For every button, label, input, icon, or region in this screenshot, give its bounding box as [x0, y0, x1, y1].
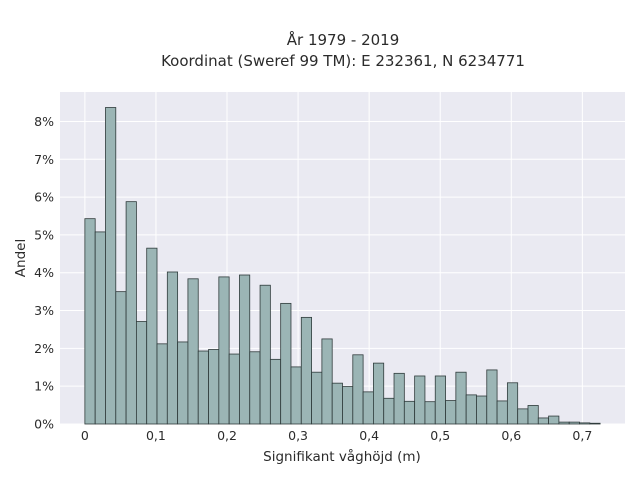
y-tick-label: 4% [34, 265, 54, 280]
histogram-bar [115, 291, 127, 425]
histogram-bar [362, 391, 374, 425]
histogram-bar [486, 369, 498, 425]
x-axis-label: Signifikant våghöjd (m) [263, 448, 421, 465]
histogram-bar [290, 366, 302, 425]
chart-title-line-1: År 1979 - 2019 [287, 30, 400, 49]
histogram-bar [197, 350, 209, 425]
histogram-bar [393, 372, 405, 425]
histogram-bar [269, 358, 282, 425]
y-tick-label: 3% [34, 303, 54, 318]
histogram-bar [166, 271, 179, 425]
histogram-bar [125, 201, 137, 425]
x-tick-label: 0,2 [217, 428, 237, 443]
histogram-bar [218, 276, 230, 425]
x-tick-labels: 0 0,1 0,2 0,3 0,4 0,5 0,6 0,7 [81, 428, 592, 443]
histogram-bar [455, 371, 467, 425]
histogram-bars [84, 107, 601, 425]
histogram-bar [568, 421, 580, 425]
histogram-bar [445, 400, 457, 425]
y-tick-label: 6% [34, 190, 54, 205]
x-tick-label: 0,1 [146, 428, 166, 443]
histogram-bar [414, 375, 426, 425]
y-tick-label: 7% [34, 152, 54, 167]
histogram-bar [84, 218, 96, 425]
histogram-bar [589, 422, 601, 425]
histogram-bar [517, 408, 529, 425]
histogram-bar [496, 400, 508, 425]
x-tick-label: 0,6 [501, 428, 521, 443]
histogram-bar [434, 375, 446, 425]
histogram-bar [259, 284, 271, 425]
y-axis-label: Andel [13, 239, 29, 277]
histogram-bar [135, 321, 148, 425]
x-tick-label: 0 [81, 428, 89, 443]
histogram-bar [424, 401, 436, 425]
histogram-bar [94, 231, 106, 425]
y-tick-label: 0% [34, 417, 54, 432]
x-tick-label: 0,5 [430, 428, 450, 443]
histogram-bar [146, 247, 158, 425]
y-tick-label: 5% [34, 227, 54, 242]
histogram-bar [156, 343, 168, 425]
y-tick-label: 2% [34, 341, 54, 356]
chart-title-line-2: Koordinat (Sweref 99 TM): E 232361, N 62… [161, 52, 525, 70]
histogram-bar [383, 397, 395, 425]
x-tick-label: 0,7 [572, 428, 592, 443]
histogram-bar [249, 351, 261, 425]
histogram-bar [228, 353, 240, 425]
histogram-bar [177, 341, 189, 425]
histogram-bar [548, 415, 560, 425]
histogram-bar [311, 371, 323, 425]
histogram-bar [373, 362, 385, 425]
histogram-bar [280, 302, 292, 425]
histogram-bar [403, 400, 416, 425]
x-tick-label: 0,4 [359, 428, 379, 443]
histogram-bar [208, 349, 220, 425]
histogram-bar [239, 274, 251, 425]
y-tick-labels: 0% 1% 2% 3% 4% 5% 6% 7% 8% [34, 114, 54, 432]
histogram-bar [476, 395, 488, 425]
y-tick-label: 8% [34, 114, 54, 129]
histogram-bar [105, 107, 117, 425]
histogram-bar [300, 316, 312, 425]
histogram-bar [465, 394, 477, 425]
histogram-bar [342, 386, 354, 425]
histogram-bar [537, 417, 550, 425]
y-tick-label: 1% [34, 379, 54, 394]
x-tick-label: 0,3 [288, 428, 308, 443]
histogram-bar [579, 422, 591, 425]
histogram-bar [331, 382, 343, 425]
histogram-bar [558, 421, 570, 425]
histogram-bar [321, 338, 333, 425]
histogram-bar [187, 278, 199, 425]
histogram-bar [506, 382, 519, 425]
histogram-bar [527, 405, 539, 425]
histogram-bar [352, 354, 364, 425]
